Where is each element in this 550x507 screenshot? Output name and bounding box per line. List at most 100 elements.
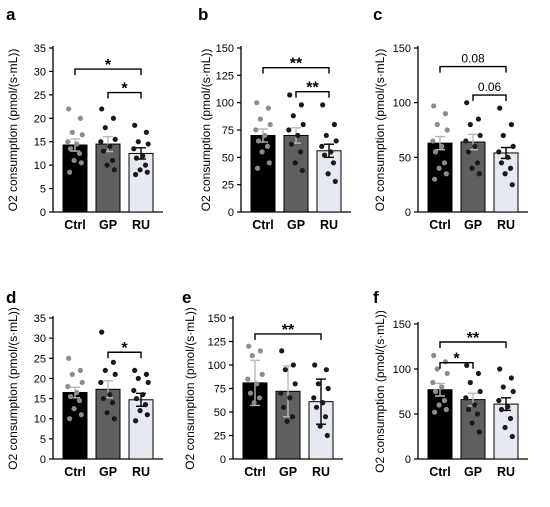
data-point [434,121,440,128]
y-tick-label: 150 [216,43,234,55]
data-point [77,115,83,121]
data-point [508,121,514,128]
panel-e: eO2 consumption (pmol/(s·mL)) 0 25 50 75 100 1… [182,288,343,479]
data-point [286,127,292,133]
data-point [280,404,287,410]
data-point [477,132,483,139]
data-point [315,381,321,387]
data-point [100,148,107,154]
data-point [77,367,83,373]
data-point [441,397,448,404]
data-point [502,424,508,431]
x-tick-label: RU [312,465,330,479]
data-point [323,367,329,373]
y-tick-label: 30 [34,66,46,78]
x-tick-label: RU [132,465,150,479]
data-point [107,143,113,149]
y-tick-label: 0 [228,207,234,219]
significance-bracket [262,66,330,74]
data-point [132,367,138,373]
data-point [476,429,482,435]
data-point [107,391,113,398]
x-tick-label: GP [464,218,482,232]
data-point [430,138,436,144]
data-point [290,362,296,368]
data-point [430,379,436,386]
data-point [510,388,516,395]
data-point [254,100,260,106]
data-point [251,400,257,406]
data-point [140,153,146,159]
data-point [287,92,293,98]
y-tick-label: 25 [222,180,234,192]
data-point [133,171,139,178]
data-point [76,397,83,404]
bar-gp [283,134,309,213]
data-point [78,160,84,166]
data-point [74,389,80,396]
data-point [477,388,483,395]
data-point [259,371,265,377]
significance-bracket [254,333,322,340]
data-point [474,411,481,417]
data-point [432,149,439,155]
significance-label: ** [306,80,319,97]
data-point [436,165,442,171]
y-tick-label: 75 [222,125,234,137]
y-tick-label: 25 [34,353,46,365]
x-tick-label: Ctrl [429,465,451,479]
data-point [469,420,475,426]
panel-d: dO2 consumption (pmol/(s·mL)) 0 5 10 15 20 25 3… [6,288,163,479]
y-tick-label: 0 [220,454,226,466]
y-tick-label: 0 [40,454,46,466]
data-point [313,404,320,410]
data-point [112,136,118,142]
data-point [144,412,150,418]
bar-gp [460,399,486,460]
data-point [431,352,437,359]
x-tick-label: GP [287,218,305,232]
data-point [257,116,263,122]
significance-label: 0.06 [478,80,502,94]
data-point [104,162,110,168]
bar-ru [128,152,154,213]
data-point [145,141,151,147]
data-point [137,167,143,173]
y-axis-label: O2 consumption (pmol/(s·mL)) [199,49,213,212]
panel-b: b O2 consumption (pmol/(s·mL)) 0 25 50 75 100 1… [198,5,351,232]
x-tick-label: RU [497,465,515,479]
bar-ctrl [62,144,88,213]
data-point [100,395,107,402]
data-point [245,376,251,382]
y-axis-label: O2 consumption (pmol/(s·mL)) [373,310,387,473]
panel-f: f O2 consumption (pmol/(s·mL)) 0 50 100 150 Ct… [373,288,528,479]
y-tick-label: 150 [393,43,411,55]
x-tick-label: GP [279,465,297,479]
data-point [287,395,293,401]
data-point [102,367,108,373]
data-point [249,353,255,359]
data-point [142,162,149,168]
data-point [74,141,80,147]
data-point [439,384,445,390]
data-point [246,343,252,349]
data-point [472,402,478,408]
significance-label: 0.08 [461,52,485,66]
y-tick-label: 100 [216,98,234,110]
data-point [331,121,337,128]
data-point [133,395,140,402]
data-point [497,105,503,111]
data-point [69,129,75,135]
y-tick-label: 5 [40,184,46,196]
data-point [509,433,515,440]
data-point [467,379,473,386]
data-point [444,127,450,133]
significance-bracket [472,94,507,102]
significance-bracket [107,91,142,99]
data-point [69,371,75,377]
data-point [319,143,325,149]
bar-gp [95,388,121,460]
data-point [71,406,77,412]
data-point [436,402,442,408]
